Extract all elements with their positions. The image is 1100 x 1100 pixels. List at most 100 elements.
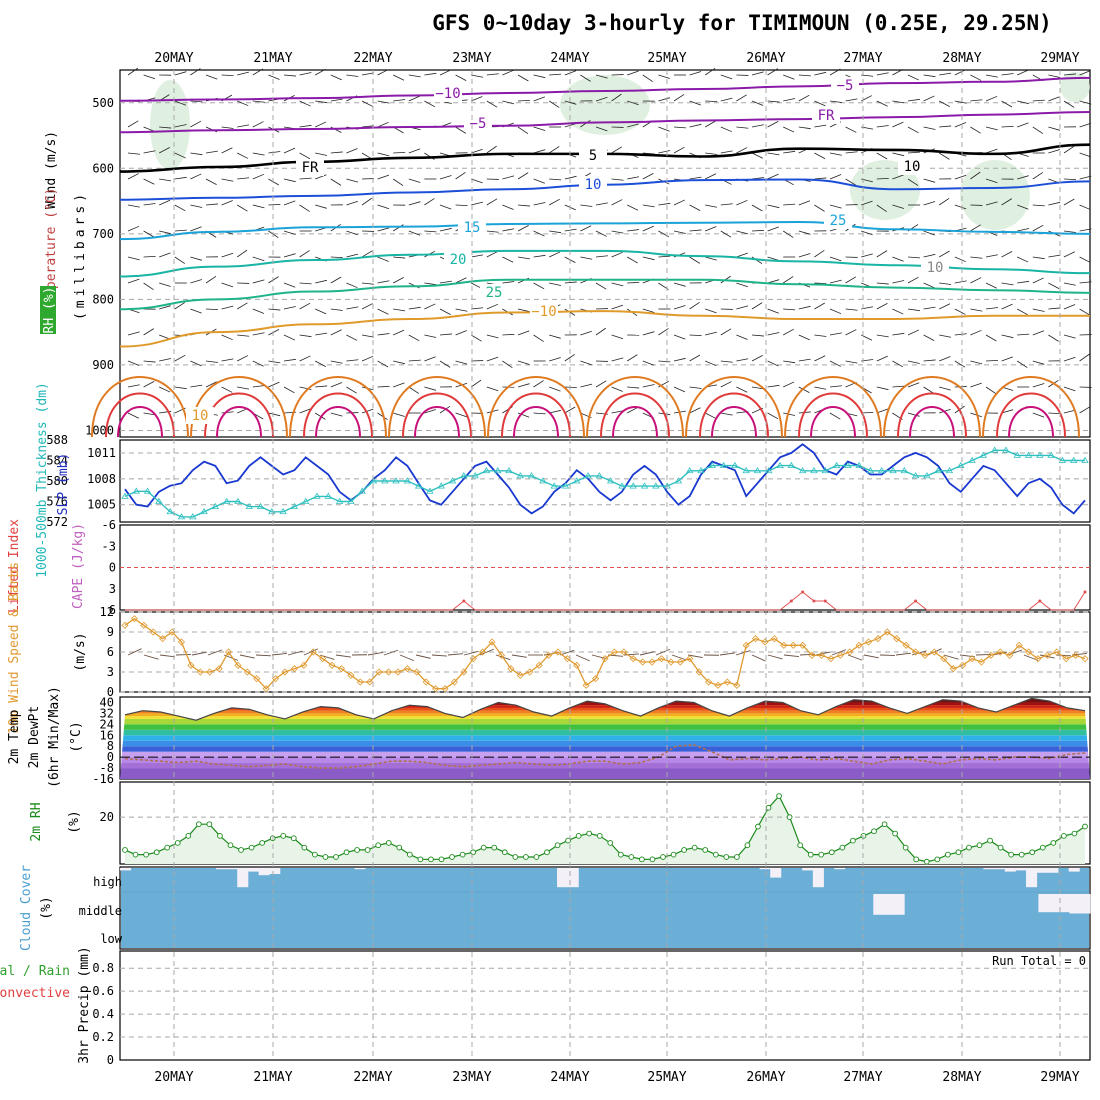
wind-barb bbox=[627, 281, 640, 284]
wind-barb bbox=[533, 178, 545, 184]
thickness-point bbox=[347, 497, 355, 504]
wind-barb bbox=[1032, 256, 1045, 260]
rh-point bbox=[333, 854, 339, 860]
rh-point bbox=[818, 851, 825, 858]
wind-barb bbox=[439, 360, 451, 368]
upper-air-labels: Wind (m/s) Temperature (°C) RH (%) (mill… bbox=[40, 131, 88, 334]
slp-tick: 1011 bbox=[87, 446, 116, 460]
surface-isotherm-arch bbox=[982, 376, 1080, 438]
wind-barb bbox=[767, 279, 780, 284]
wind-barb bbox=[502, 228, 515, 232]
isotherm-line bbox=[119, 310, 1090, 348]
cloud-high-gap bbox=[1026, 868, 1038, 888]
wind-barb bbox=[190, 256, 203, 261]
wind-barb-10m bbox=[415, 654, 431, 659]
rh-point bbox=[428, 856, 434, 863]
thickness-point bbox=[844, 461, 852, 469]
top-date-label: 28MAY bbox=[942, 51, 981, 66]
wind-barb bbox=[439, 204, 452, 210]
precip-tick: 0.4 bbox=[92, 1007, 114, 1021]
wind-barb bbox=[689, 204, 701, 211]
surface-isotherm-arch bbox=[897, 392, 967, 438]
wind-barb bbox=[143, 255, 156, 258]
cloud-middle-gap bbox=[883, 894, 895, 915]
wind-barb bbox=[377, 333, 390, 336]
rh2m-axis-label: 2m RH bbox=[29, 802, 44, 841]
wind-barb bbox=[611, 357, 624, 362]
thickness-point bbox=[290, 502, 299, 510]
wind-barb bbox=[876, 72, 889, 76]
wind-barb bbox=[627, 229, 640, 232]
wind-barb bbox=[1032, 412, 1045, 418]
wind-speed-point bbox=[328, 661, 336, 669]
surface-isotherm-arch bbox=[798, 392, 868, 438]
wind-barb bbox=[595, 230, 607, 237]
wind-barb bbox=[127, 331, 140, 336]
wind-barb bbox=[923, 386, 934, 394]
wind-barb-10m bbox=[895, 652, 911, 656]
wind-barb bbox=[361, 125, 374, 128]
wind-barb bbox=[611, 304, 624, 310]
rh-point bbox=[913, 856, 920, 863]
wind-barb bbox=[985, 178, 998, 184]
wind-barb bbox=[268, 329, 280, 336]
wind-barb bbox=[127, 278, 140, 284]
wind-barb bbox=[642, 308, 655, 313]
rh-point bbox=[871, 828, 877, 835]
wind-barb bbox=[673, 126, 686, 129]
rh-point bbox=[776, 793, 782, 799]
cloud-labels: Cloud Cover (%) bbox=[19, 865, 54, 951]
wind-barb bbox=[970, 171, 981, 180]
thickness-point bbox=[200, 507, 208, 515]
cape-labels: Lifted Index CAPE (J/kg) bbox=[7, 519, 86, 613]
wind-barb bbox=[611, 93, 622, 102]
wind-barb bbox=[907, 126, 919, 134]
thickness-point bbox=[1047, 451, 1055, 458]
wind-speed-point bbox=[893, 635, 901, 643]
surface-isotherm-arch bbox=[612, 406, 658, 438]
wind-speed-point bbox=[949, 665, 957, 673]
wind-barb bbox=[1032, 224, 1044, 232]
wind-barb bbox=[1079, 122, 1092, 128]
isotherm-label: FR bbox=[302, 160, 319, 176]
wind-speed-point bbox=[573, 661, 581, 669]
wind-barb bbox=[299, 100, 311, 107]
wind-barb bbox=[736, 282, 748, 288]
wind-barb bbox=[252, 308, 265, 314]
top-date-label: 20MAY bbox=[154, 51, 193, 66]
top-date-label: 23MAY bbox=[452, 51, 491, 66]
wind-barb bbox=[985, 74, 998, 78]
wind-barb bbox=[907, 178, 919, 186]
wind-barb bbox=[127, 173, 139, 180]
rh-point bbox=[385, 840, 392, 846]
wind-barb-10m bbox=[1071, 652, 1087, 656]
wind-barb bbox=[346, 178, 359, 183]
wind-barb bbox=[1063, 334, 1076, 339]
thickness-point bbox=[245, 502, 253, 510]
wind-speed-point bbox=[657, 655, 666, 663]
minmax-axis-label: (6hr Min/Max) bbox=[47, 686, 62, 788]
wind-barb bbox=[470, 334, 482, 342]
cloud-high-gap bbox=[237, 868, 249, 888]
wind-barb bbox=[205, 381, 217, 388]
wind-barb bbox=[580, 330, 592, 336]
wind-barb bbox=[330, 178, 342, 186]
wind-speed-point bbox=[1015, 641, 1023, 649]
wind-barb bbox=[1048, 307, 1061, 310]
wind-barb bbox=[673, 305, 686, 310]
isotherm-label-bg bbox=[480, 284, 508, 301]
wind-barb-10m bbox=[255, 654, 272, 657]
wind-barb bbox=[1017, 228, 1030, 232]
wind-barb-10m bbox=[463, 650, 479, 656]
surface-isotherm-arch bbox=[414, 406, 460, 438]
wind-barb-10m bbox=[159, 654, 175, 658]
wind-barb bbox=[1063, 198, 1075, 206]
rh-point bbox=[955, 849, 962, 856]
wind-barb bbox=[315, 100, 328, 104]
cloud-high-gap bbox=[1047, 868, 1059, 873]
cloud-high-gap bbox=[759, 868, 771, 870]
wind-speed-point bbox=[1006, 651, 1014, 659]
wind-barb bbox=[486, 356, 499, 362]
thickness-point bbox=[1070, 456, 1078, 463]
surface-isotherm-arch bbox=[315, 406, 361, 438]
